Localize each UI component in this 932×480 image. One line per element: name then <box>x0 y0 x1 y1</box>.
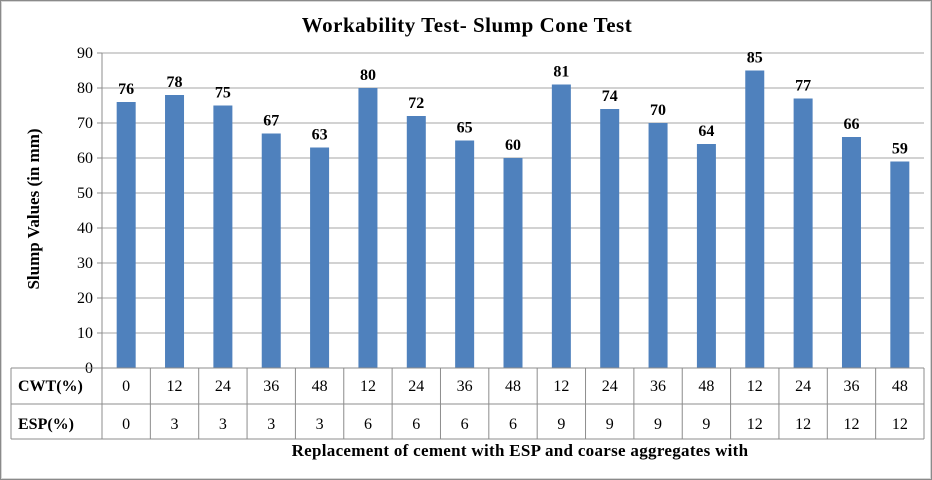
data-label: 81 <box>553 64 569 81</box>
table-cell-cwt: 12 <box>553 378 569 395</box>
table-cell-cwt: 12 <box>167 378 183 395</box>
y-tick-label: 80 <box>77 80 93 97</box>
table-cell-esp: 6 <box>509 416 517 433</box>
table-row-header: ESP(%) <box>18 416 74 433</box>
bar <box>696 144 716 368</box>
data-label: 72 <box>408 95 424 112</box>
table-cell-cwt: 12 <box>747 378 763 395</box>
bars <box>116 70 910 368</box>
data-label: 63 <box>312 127 328 144</box>
table-cell-cwt: 24 <box>602 378 618 395</box>
table-cell-esp: 12 <box>843 416 859 433</box>
chart-title: Workability Test- Slump Cone Test <box>302 13 632 37</box>
category-table: CWT(%) ESP(%) 0 0 12 3 24 3 36 3 48 3 12 6 24 6 36 6 48 6 12… <box>10 367 925 440</box>
data-label: 76 <box>118 81 134 98</box>
data-label: 85 <box>747 50 763 67</box>
table-cell-cwt: 36 <box>650 378 666 395</box>
y-tick-label: 90 <box>77 45 93 62</box>
data-label: 60 <box>505 137 521 154</box>
bar <box>503 158 523 368</box>
table-cell-esp: 6 <box>364 416 372 433</box>
bar <box>213 105 233 368</box>
table-cell-esp: 3 <box>171 416 179 433</box>
table-cell-cwt: 48 <box>892 378 908 395</box>
data-label: 80 <box>360 67 376 84</box>
y-tick-label: 50 <box>77 185 93 202</box>
bar <box>310 147 330 368</box>
table-cell-cwt: 24 <box>215 378 231 395</box>
table-cell-esp: 9 <box>702 416 710 433</box>
table-cell-cwt: 48 <box>698 378 714 395</box>
data-labels: 76 78 75 67 63 80 72 65 60 81 74 70 64 85 77 66 59 <box>118 50 908 158</box>
table-cell-cwt: 36 <box>263 378 279 395</box>
table-cell-esp: 9 <box>654 416 662 433</box>
table-cell-cwt: 0 <box>122 378 130 395</box>
data-label: 78 <box>167 74 183 91</box>
table-cell-cwt: 24 <box>408 378 424 395</box>
table-cell-cwt: 24 <box>795 378 811 395</box>
x-axis-label: Replacement of cement with ESP and coars… <box>292 441 749 460</box>
data-label: 66 <box>843 116 859 133</box>
table-cell-esp: 6 <box>412 416 420 433</box>
y-tick-label: 40 <box>77 220 93 237</box>
bar <box>648 123 668 368</box>
bar <box>165 95 185 368</box>
bar <box>551 84 571 368</box>
data-label: 64 <box>698 123 714 140</box>
table-cell-esp: 12 <box>747 416 763 433</box>
bar <box>116 102 136 368</box>
y-tick-label: 70 <box>77 115 93 132</box>
table-cell-esp: 9 <box>557 416 565 433</box>
table-row-header: CWT(%) <box>18 378 83 395</box>
bar <box>841 137 861 368</box>
y-tick-label: 60 <box>77 150 93 167</box>
data-label: 70 <box>650 102 666 119</box>
y-axis-ticks: 0102030405060708090 <box>77 45 102 377</box>
y-axis-label: Slump Values (in mm) <box>24 128 43 289</box>
table-cell-esp: 6 <box>461 416 469 433</box>
bar <box>455 140 475 368</box>
table-cell-cwt: 48 <box>505 378 521 395</box>
data-label: 59 <box>892 141 908 158</box>
table-cell-cwt: 12 <box>360 378 376 395</box>
data-label: 67 <box>263 113 279 130</box>
table-cell-esp: 3 <box>267 416 275 433</box>
data-label: 74 <box>602 88 618 105</box>
table-cell-cwt: 36 <box>457 378 473 395</box>
y-tick-label: 10 <box>77 325 93 342</box>
y-tick-label: 20 <box>77 290 93 307</box>
data-label: 77 <box>795 78 811 95</box>
table-cell-esp: 3 <box>219 416 227 433</box>
table-cell-esp: 9 <box>606 416 614 433</box>
bar <box>745 70 765 368</box>
data-label: 75 <box>215 85 231 102</box>
bar <box>600 109 620 368</box>
bar <box>261 133 281 368</box>
table-cell-esp: 12 <box>795 416 811 433</box>
table-cell-esp: 3 <box>316 416 324 433</box>
bar <box>890 161 910 368</box>
table-cell-esp: 12 <box>892 416 908 433</box>
bar <box>358 88 378 368</box>
bar <box>793 98 813 368</box>
table-cell-esp: 0 <box>122 416 130 433</box>
table-cell-cwt: 48 <box>312 378 328 395</box>
bar <box>406 116 426 368</box>
table-cell-cwt: 36 <box>843 378 859 395</box>
y-tick-label: 30 <box>77 255 93 272</box>
data-label: 65 <box>457 120 473 137</box>
